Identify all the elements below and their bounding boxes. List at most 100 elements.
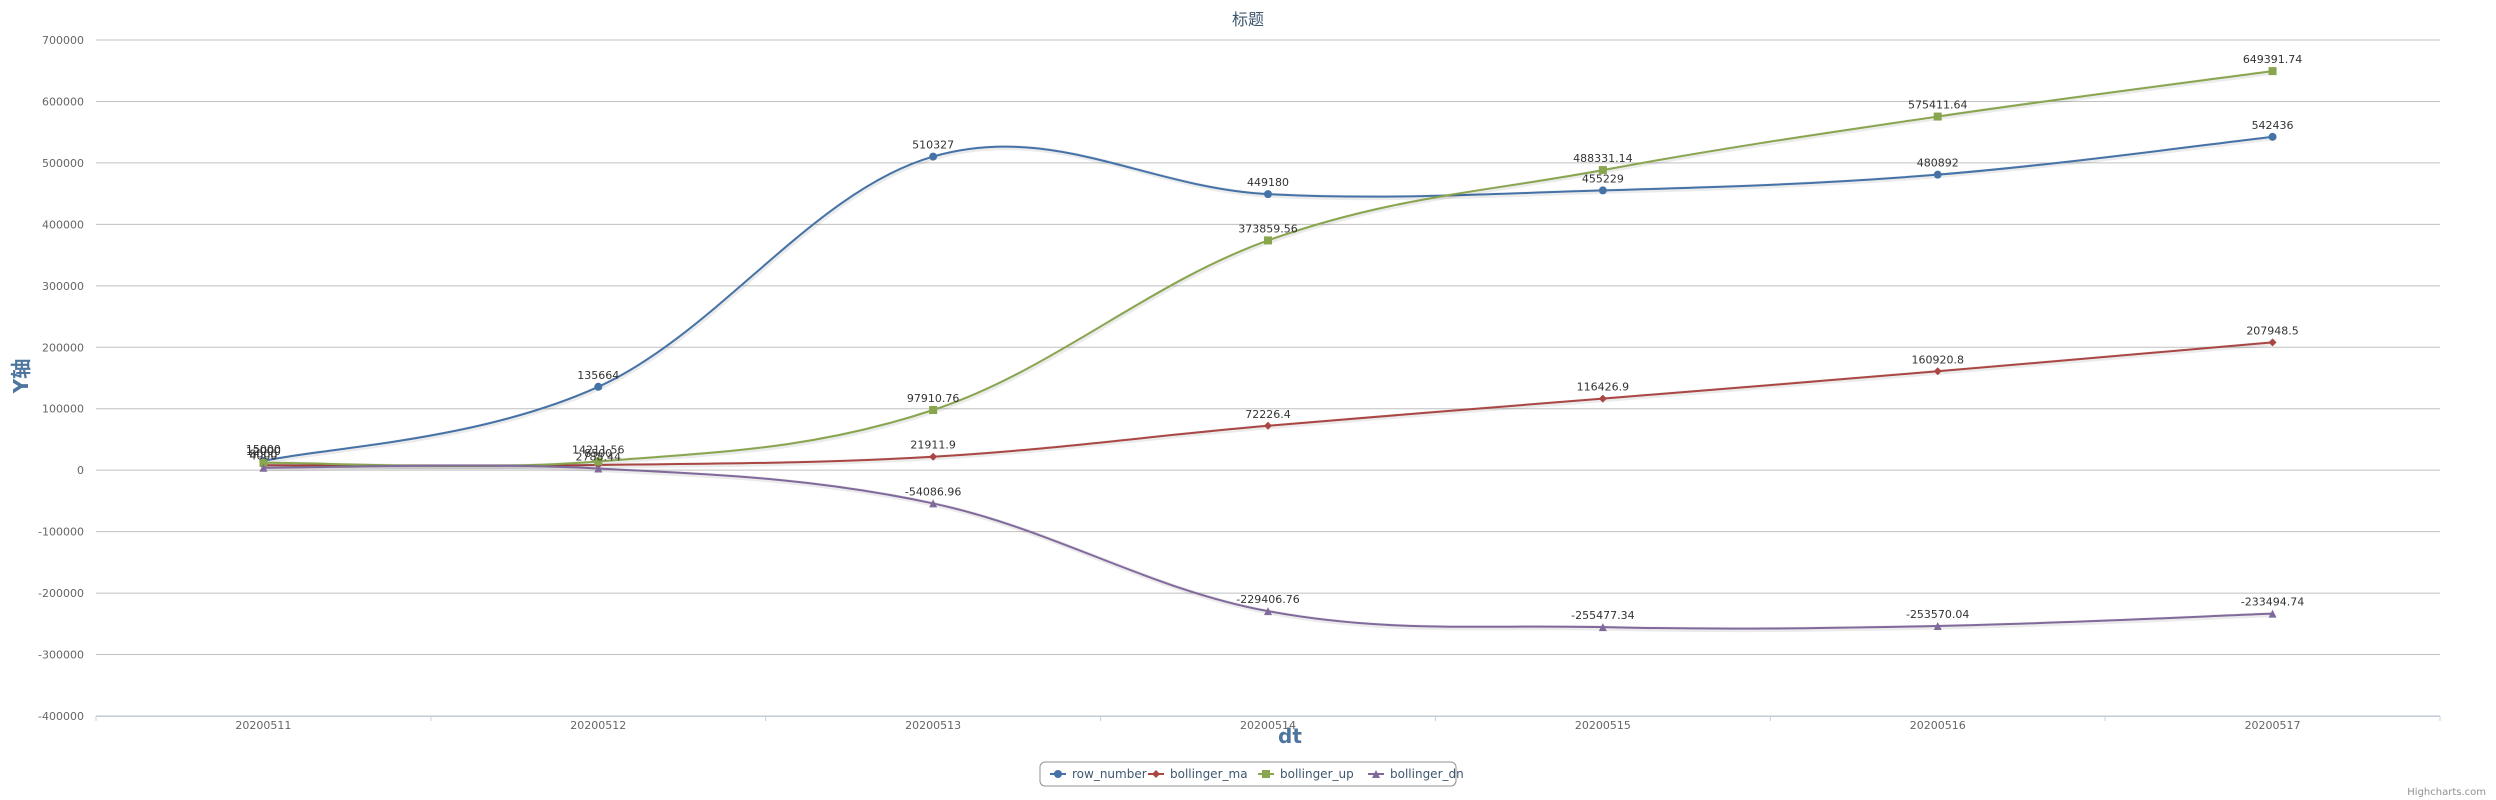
y-tick-label: 300000 bbox=[42, 280, 84, 293]
data-label: 160920.8 bbox=[1911, 353, 1964, 366]
data-label: 542436 bbox=[2252, 119, 2294, 132]
legend-label: bollinger_up bbox=[1280, 767, 1354, 781]
data-label: 21911.9 bbox=[910, 439, 956, 452]
data-label: -54086.96 bbox=[905, 485, 961, 498]
y-tick-label: 700000 bbox=[42, 34, 84, 47]
legend-label: bollinger_ma bbox=[1170, 767, 1248, 781]
legend-item-bollinger_ma[interactable]: bollinger_ma bbox=[1148, 767, 1248, 781]
x-tick-label: 20200514 bbox=[1240, 719, 1296, 732]
chart-title: 标题 bbox=[1232, 10, 1264, 29]
data-point bbox=[594, 457, 603, 466]
data-point bbox=[259, 463, 268, 472]
data-label: 575411.64 bbox=[1908, 99, 1968, 112]
data-point bbox=[2268, 609, 2277, 618]
x-tick-label: 20200512 bbox=[570, 719, 626, 732]
y-tick-label: 600000 bbox=[42, 95, 84, 108]
y-tick-label: -100000 bbox=[38, 526, 84, 539]
data-label: 116426.9 bbox=[1577, 381, 1630, 394]
data-label: 8000 bbox=[249, 447, 277, 460]
data-point bbox=[1264, 190, 1272, 199]
y-tick-label: 200000 bbox=[42, 341, 84, 354]
data-label: 207948.5 bbox=[2246, 324, 2299, 337]
data-label: 480892 bbox=[1917, 157, 1959, 170]
y-tick-label: 400000 bbox=[42, 218, 84, 231]
data-point bbox=[1933, 367, 1942, 376]
x-tick-label: 20200513 bbox=[905, 719, 961, 732]
legend-marker-icon bbox=[1152, 770, 1160, 778]
data-label: 455229 bbox=[1582, 172, 1624, 185]
data-label: 449180 bbox=[1247, 176, 1289, 189]
legend[interactable]: row_number bollinger_ma bollinger_up bollin… bbox=[1039, 761, 1464, 787]
y-tick-label: -200000 bbox=[38, 587, 84, 600]
data-point bbox=[929, 452, 938, 461]
series-bollinger_up bbox=[259, 67, 2277, 470]
legend-label: row_number bbox=[1072, 767, 1147, 781]
legend-marker-icon bbox=[1262, 770, 1270, 778]
data-label: 373859.56 bbox=[1238, 222, 1298, 235]
data-point bbox=[929, 406, 938, 415]
y-tick-label: 500000 bbox=[42, 157, 84, 170]
y-tick-label: -300000 bbox=[38, 649, 84, 662]
data-point bbox=[1598, 623, 1607, 632]
data-label: 135664 bbox=[577, 369, 619, 382]
data-label: 649391.74 bbox=[2243, 53, 2303, 66]
data-label: 8500 bbox=[584, 447, 612, 460]
data-label: 14211.56 bbox=[572, 443, 625, 456]
data-label: 488331.14 bbox=[1573, 152, 1633, 165]
data-label: 12000 bbox=[246, 445, 281, 458]
series-bollinger_dn bbox=[259, 463, 2277, 633]
y-axis-title: Y轴 bbox=[9, 359, 33, 394]
x-tick-label: 20200517 bbox=[2245, 719, 2301, 732]
data-label: 97910.76 bbox=[907, 392, 960, 405]
credits-link[interactable]: Highcharts.com bbox=[2407, 787, 2486, 798]
data-point bbox=[1933, 112, 1942, 121]
x-axis-title: dt bbox=[1278, 724, 1302, 748]
data-point bbox=[1264, 421, 1272, 430]
data-point bbox=[594, 382, 603, 391]
data-label: -229406.76 bbox=[1236, 593, 1299, 606]
data-label: -255477.34 bbox=[1571, 609, 1634, 622]
axes bbox=[95, 716, 2441, 721]
legend-marker-icon bbox=[1054, 770, 1062, 778]
data-label: 2788.44 bbox=[576, 450, 622, 463]
data-label: 4000 bbox=[249, 450, 277, 463]
data-labels: 15000 135664 510327 449180 455229 480892 54243… bbox=[246, 53, 2304, 622]
data-point bbox=[2268, 67, 2277, 76]
legend-item-row_number[interactable]: row_number bbox=[1050, 767, 1147, 781]
data-point bbox=[1598, 186, 1607, 195]
legend-label: bollinger_dn bbox=[1390, 767, 1464, 781]
legend-item-bollinger_up[interactable]: bollinger_up bbox=[1258, 767, 1354, 781]
y-axis-ticks: 700000 600000 500000 400000 300000 200000 1000… bbox=[38, 34, 84, 723]
data-point bbox=[594, 464, 603, 473]
x-tick-label: 20200516 bbox=[1910, 719, 1966, 732]
data-label: -253570.04 bbox=[1906, 608, 1969, 621]
data-label: 510327 bbox=[912, 139, 954, 152]
data-point bbox=[1598, 394, 1607, 403]
legend-box bbox=[1039, 761, 1457, 787]
data-point bbox=[2268, 338, 2277, 347]
y-tick-label: -400000 bbox=[38, 710, 84, 723]
data-point bbox=[929, 499, 938, 508]
data-point bbox=[1933, 170, 1942, 179]
series-group bbox=[259, 67, 2277, 633]
data-label: 72226.4 bbox=[1245, 408, 1291, 421]
data-point bbox=[2268, 132, 2277, 141]
x-tick-label: 20200511 bbox=[235, 719, 291, 732]
data-point bbox=[1598, 166, 1607, 175]
y-tick-label: 0 bbox=[77, 464, 84, 477]
data-point bbox=[259, 458, 268, 467]
data-label: 15000 bbox=[246, 443, 281, 456]
series-row_number bbox=[259, 132, 2277, 465]
data-point bbox=[929, 152, 938, 161]
x-axis-ticks: 20200511 20200512 20200513 20200514 20200515… bbox=[235, 719, 2300, 732]
legend-marker-icon bbox=[1372, 770, 1380, 778]
data-point bbox=[1264, 607, 1272, 616]
data-point bbox=[1933, 622, 1942, 631]
legend-item-bollinger_dn[interactable]: bollinger_dn bbox=[1368, 767, 1464, 781]
data-point bbox=[1264, 236, 1272, 245]
y-tick-label: 100000 bbox=[42, 403, 84, 416]
x-tick-label: 20200515 bbox=[1575, 719, 1631, 732]
